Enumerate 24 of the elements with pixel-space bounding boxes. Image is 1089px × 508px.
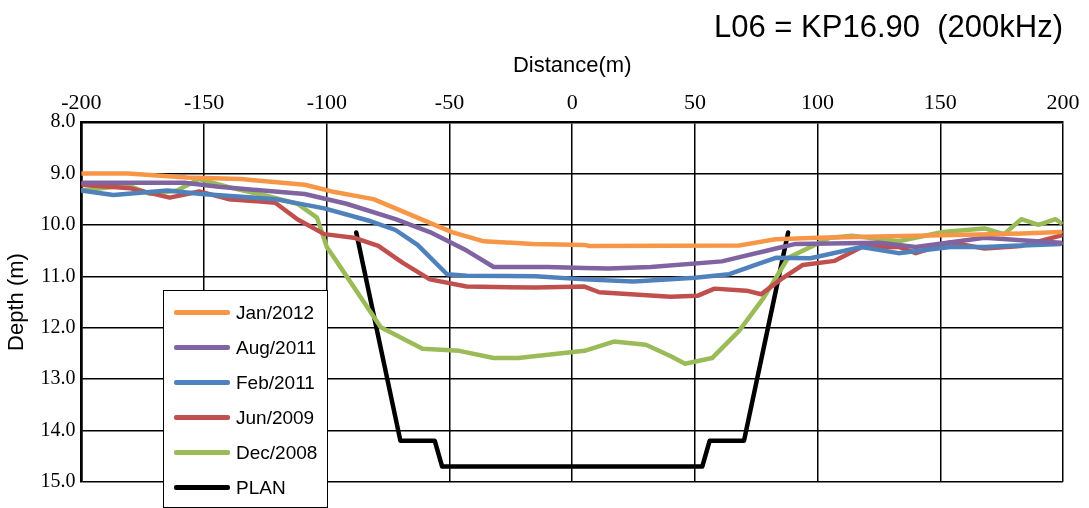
- legend-label: Aug/2011: [236, 336, 316, 359]
- y-tick-label: 9.0: [50, 160, 76, 183]
- x-tick-label: 0: [566, 88, 578, 114]
- y-tick-label: 13.0: [40, 366, 76, 389]
- legend-label: Feb/2011: [236, 371, 315, 394]
- x-tick-label: -100: [306, 88, 347, 114]
- legend-label: Jan/2012: [236, 301, 315, 324]
- y-tick-label: 15.0: [40, 469, 76, 492]
- x-tick-label: 200: [1046, 88, 1080, 114]
- x-axis-title: Distance(m): [512, 52, 632, 78]
- x-tick-label: -50: [434, 88, 465, 114]
- y-tick-label: 10.0: [40, 212, 76, 235]
- chart-title: L06 = KP16.90 (200kHz): [714, 9, 1063, 45]
- legend-label: PLAN: [236, 476, 286, 499]
- y-tick-label: 11.0: [41, 263, 76, 286]
- x-tick-label: 50: [683, 88, 706, 114]
- legend-label: Jun/2009: [236, 406, 315, 429]
- x-tick-label: -150: [183, 88, 225, 114]
- y-tick-label: 12.0: [40, 314, 76, 337]
- y-tick-label: 14.0: [40, 417, 76, 440]
- x-tick-label: 100: [801, 88, 835, 114]
- legend-label: Dec/2008: [236, 441, 318, 464]
- x-tick-label: 150: [923, 88, 957, 114]
- y-axis-title: Depth (m): [3, 253, 29, 351]
